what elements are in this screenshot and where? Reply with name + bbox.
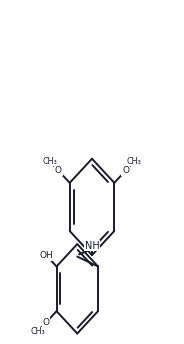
Text: O: O (122, 166, 129, 175)
Text: CH₃: CH₃ (30, 327, 45, 336)
Text: O: O (55, 166, 62, 175)
Text: NH: NH (85, 240, 99, 250)
Text: CH₃: CH₃ (127, 157, 142, 166)
Text: O: O (43, 318, 49, 327)
Text: OH: OH (40, 251, 53, 260)
Text: CH₃: CH₃ (42, 157, 57, 166)
